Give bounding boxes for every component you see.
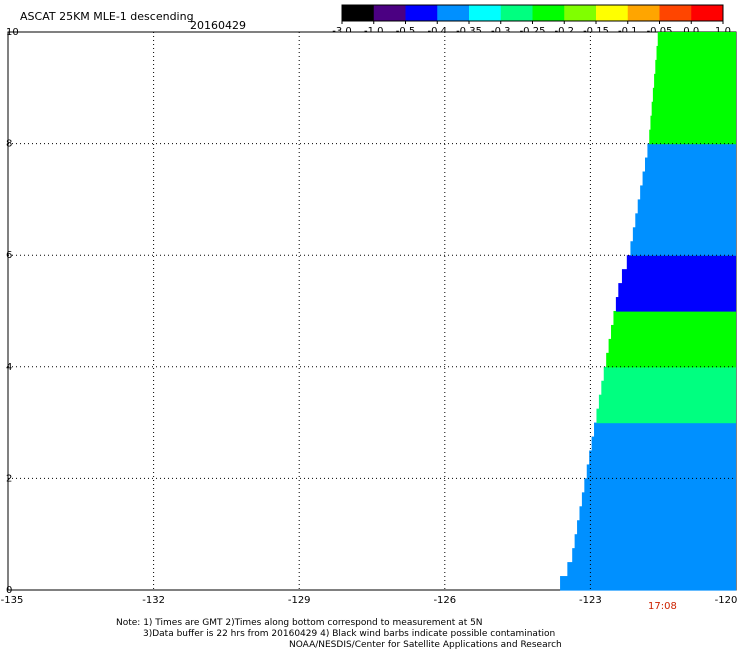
x-tick-label: -123 — [579, 595, 602, 606]
y-tick-label: 0 — [6, 585, 12, 596]
swath-cell — [637, 199, 736, 214]
swath-cell — [621, 269, 736, 284]
y-tick-label: 8 — [6, 139, 12, 150]
swath-cell — [606, 352, 736, 368]
y-tick-labels: 0 2 4 6 8 10 — [6, 27, 19, 596]
y-tick-label: 2 — [6, 473, 12, 484]
swath-cell — [603, 366, 736, 382]
swath-cell — [574, 534, 736, 549]
colorbar-swatch — [437, 5, 470, 21]
swath-cell — [598, 394, 736, 410]
swath-cell — [615, 297, 736, 312]
swath-cell — [651, 101, 736, 117]
plot-area: 0 2 4 6 8 10 -135 -132 -129 -126 -123 -120 — [1, 27, 738, 606]
colorbar-swatch — [500, 5, 533, 21]
swath-cell — [654, 73, 736, 89]
swath-cell — [630, 241, 736, 256]
swath-cell — [640, 185, 736, 200]
swath-cell — [611, 324, 736, 340]
swath-cell — [632, 227, 736, 242]
swath-cell — [572, 548, 736, 563]
swath-cell — [586, 464, 736, 479]
y-tick-label: 4 — [6, 362, 12, 373]
colorbar-swatch — [469, 5, 502, 21]
swath-cell — [579, 506, 736, 521]
swath-cell — [591, 436, 736, 452]
swath-cell — [645, 157, 736, 173]
chart-date: 20160429 — [190, 19, 246, 32]
swath-cell — [657, 32, 736, 47]
colorbar-swatch — [596, 5, 629, 21]
swath-cell — [589, 450, 736, 466]
note-line-2: 3)Data buffer is 22 hrs from 20160429 4)… — [143, 629, 555, 639]
swath-cell — [594, 422, 736, 438]
swath-cell — [601, 380, 736, 396]
swath-cell — [584, 478, 736, 493]
x-tick-label: -126 — [433, 595, 456, 606]
chart-title: ASCAT 25KM MLE-1 descending — [20, 10, 194, 23]
y-tick-label: 6 — [6, 250, 12, 261]
swath-cell — [635, 213, 736, 228]
wind-swath — [560, 32, 736, 591]
swath-cell — [567, 562, 736, 577]
colorbar-swatch — [691, 5, 724, 21]
swath-cell — [608, 338, 736, 354]
colorbar-swatch — [659, 5, 692, 21]
swath-cell — [655, 59, 736, 75]
swath-cell — [626, 255, 736, 270]
swath-cell — [652, 87, 736, 103]
swath-cell — [618, 283, 736, 298]
swath-cell — [577, 520, 736, 535]
x-tick-label: -120 — [715, 595, 738, 606]
note-line-1: Note: 1) Times are GMT 2)Times along bot… — [116, 618, 483, 628]
colorbar-swatch — [564, 5, 597, 21]
pass-time-label: 17:08 — [648, 601, 677, 612]
grid-lines — [8, 32, 736, 590]
colorbar-swatch — [532, 5, 565, 21]
x-tick-label: -135 — [1, 595, 24, 606]
swath-cell — [647, 143, 736, 159]
swath-cell — [656, 45, 736, 61]
colorbar-swatch — [405, 5, 438, 21]
x-tick-label: -129 — [288, 595, 311, 606]
swath-cell — [581, 492, 736, 507]
swath-cell — [560, 576, 736, 591]
swath-cell — [613, 311, 736, 326]
swath-cell — [642, 171, 736, 187]
note-line-3: NOAA/NESDIS/Center for Satellite Applica… — [289, 640, 562, 650]
y-tick-label: 10 — [6, 27, 19, 38]
x-tick-labels: -135 -132 -129 -126 -123 -120 — [1, 595, 738, 606]
swath-cell — [649, 129, 736, 145]
colorbar-swatch — [627, 5, 660, 21]
colorbar-swatch — [342, 5, 375, 21]
swath-cell — [596, 408, 736, 424]
colorbar-swatch — [373, 5, 406, 21]
x-tick-label: -132 — [142, 595, 165, 606]
swath-cell — [650, 115, 736, 131]
